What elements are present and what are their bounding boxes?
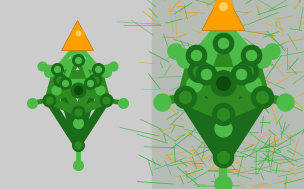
Polygon shape	[61, 20, 94, 50]
Bar	[152, 0, 304, 189]
Polygon shape	[202, 0, 245, 30]
Bar	[0, 0, 152, 189]
